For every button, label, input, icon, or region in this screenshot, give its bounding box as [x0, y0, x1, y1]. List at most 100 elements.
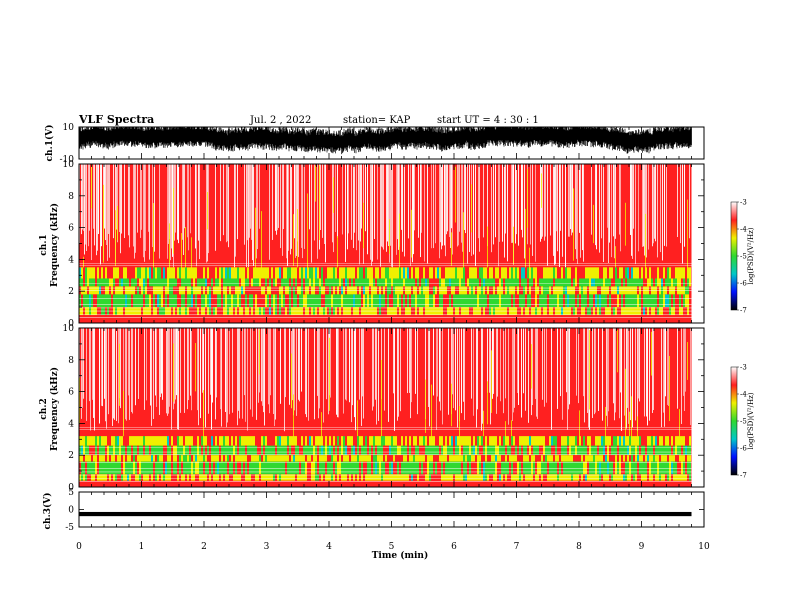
band-cell	[505, 267, 507, 279]
band-cell	[651, 436, 653, 446]
band-cell	[227, 445, 229, 456]
band-cell	[193, 445, 195, 456]
band-cell	[673, 455, 675, 462]
band-cell	[669, 267, 671, 279]
band-cell	[683, 455, 685, 462]
band-cell	[655, 278, 657, 287]
band-cell	[527, 294, 529, 308]
band-cell	[383, 436, 385, 446]
band-cell	[495, 278, 497, 287]
band-cell	[187, 455, 189, 462]
band-cell	[429, 436, 431, 446]
band-cell	[175, 474, 177, 481]
band-cell	[267, 436, 269, 446]
band-cell	[613, 474, 615, 481]
band-cell	[425, 474, 427, 481]
y-tick-label: 8	[68, 356, 74, 366]
band-cell	[553, 267, 555, 279]
band-cell	[131, 455, 133, 462]
band-cell	[153, 455, 155, 462]
sferic-column	[116, 164, 117, 230]
band-cell	[335, 267, 337, 279]
band-cell	[249, 278, 251, 287]
band-cell	[237, 455, 239, 462]
band-cell	[539, 278, 541, 287]
sferic-column	[200, 328, 201, 419]
sferic-column	[125, 328, 126, 420]
band-cell	[469, 461, 471, 475]
band-cell	[187, 436, 189, 446]
band-cell	[81, 474, 83, 481]
band-cell	[111, 436, 113, 446]
band-cell	[681, 278, 683, 287]
band-cell	[625, 436, 627, 446]
sferic-column	[232, 328, 233, 413]
band-cell	[517, 294, 519, 308]
sferic-column	[606, 328, 607, 416]
band-cell	[521, 474, 523, 481]
band-cell	[677, 436, 679, 446]
sferic-column	[343, 328, 344, 414]
band-cell	[323, 445, 325, 456]
band-cell	[487, 278, 489, 287]
sferic-column	[96, 164, 97, 256]
band-cell	[299, 294, 301, 308]
band-cell	[657, 455, 659, 462]
band-cell	[659, 455, 661, 462]
band-cell	[373, 267, 375, 279]
band-cell	[603, 461, 605, 475]
band-cell	[361, 267, 363, 279]
band-cell	[623, 278, 625, 287]
sferic-column	[645, 164, 646, 257]
sferic-column	[410, 328, 411, 419]
band-cell	[155, 294, 157, 308]
band-cell	[151, 455, 153, 462]
band-cell	[187, 461, 189, 475]
band-cell	[475, 436, 477, 446]
band-cell	[219, 436, 221, 446]
band-cell	[489, 267, 491, 279]
band-cell	[483, 461, 485, 475]
band-cell	[633, 294, 635, 308]
spectral-streak	[297, 209, 298, 276]
band-cell	[649, 267, 651, 279]
band-cell	[383, 445, 385, 456]
band-cell	[149, 436, 151, 446]
sferic-column	[591, 164, 592, 235]
band-cell	[129, 278, 131, 287]
sferic-column	[150, 328, 151, 406]
sferic-column	[354, 328, 355, 418]
band-cell	[365, 445, 367, 456]
band-cell	[489, 445, 491, 456]
band-cell	[595, 445, 597, 456]
sferic-column	[451, 164, 452, 229]
band-cell	[299, 455, 301, 462]
sferic-column	[104, 328, 105, 399]
band-cell	[541, 445, 543, 456]
band-cell	[541, 294, 543, 308]
sferic-column	[398, 164, 399, 250]
sferic-column	[652, 328, 653, 414]
band-cell	[505, 278, 507, 287]
band-cell	[689, 445, 691, 456]
sferic-column	[301, 328, 302, 392]
band-cell	[427, 445, 429, 456]
sferic-column	[632, 328, 633, 428]
spectral-streak	[321, 412, 322, 440]
band-cell	[667, 436, 669, 446]
sferic-column	[283, 164, 284, 230]
sferic-column	[151, 328, 152, 426]
band-cell	[315, 474, 317, 481]
band-cell	[463, 278, 465, 287]
band-cell	[305, 294, 307, 308]
band-cell	[335, 461, 337, 475]
band-cell	[195, 474, 197, 481]
band-cell	[555, 461, 557, 475]
band-cell	[659, 445, 661, 456]
band-cell	[191, 267, 193, 279]
band-cell	[83, 474, 85, 481]
band-cell	[525, 445, 527, 456]
band-cell	[219, 445, 221, 456]
band-cell	[683, 278, 685, 287]
band-cell	[173, 461, 175, 475]
